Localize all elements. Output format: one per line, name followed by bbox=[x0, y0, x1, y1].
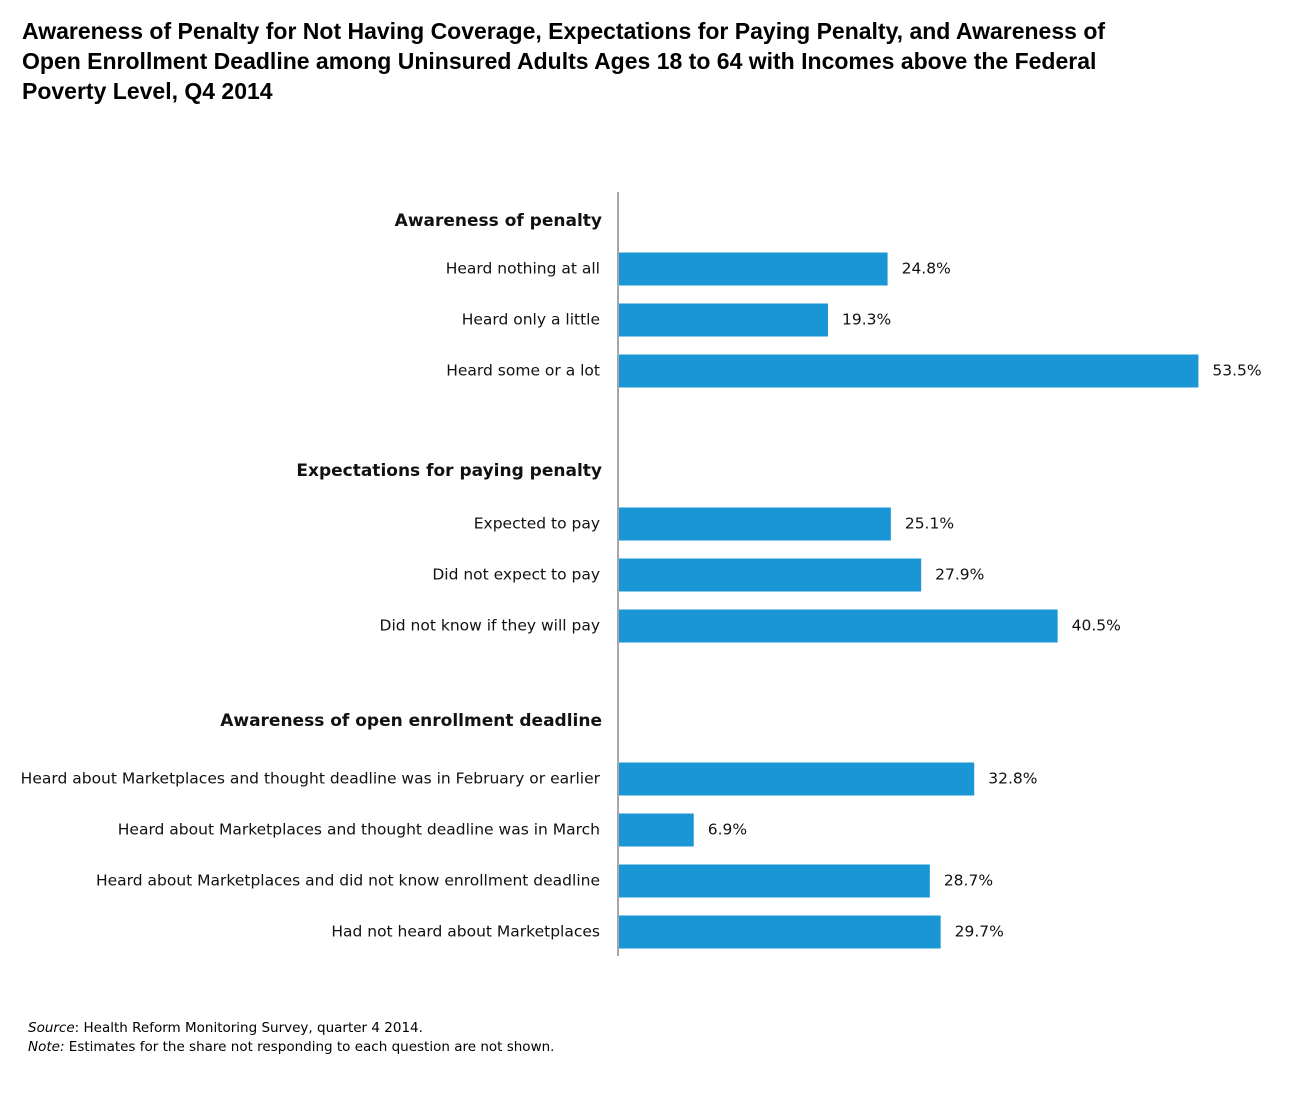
data-label: 40.5% bbox=[1072, 617, 1121, 635]
category-label: Expected to pay bbox=[474, 515, 600, 533]
bar bbox=[619, 354, 1199, 388]
source-text: : Health Reform Monitoring Survey, quart… bbox=[74, 1020, 423, 1036]
source-label: Source bbox=[28, 1020, 75, 1036]
group-heading: Awareness of open enrollment deadline bbox=[220, 711, 602, 731]
data-label: 25.1% bbox=[905, 515, 954, 533]
category-label: Heard about Marketplaces and thought dea… bbox=[118, 821, 600, 839]
chart-title: Awareness of Penalty for Not Having Cove… bbox=[22, 18, 1106, 104]
category-label: Heard about Marketplaces and thought dea… bbox=[21, 770, 601, 788]
category-label: Heard only a little bbox=[462, 311, 600, 329]
data-label: 32.8% bbox=[988, 770, 1037, 788]
group-heading: Awareness of penalty bbox=[395, 211, 602, 231]
category-label: Heard some or a lot bbox=[446, 362, 600, 380]
data-label: 19.3% bbox=[842, 311, 891, 329]
data-label: 29.7% bbox=[955, 923, 1004, 941]
bar bbox=[619, 252, 888, 286]
source-line: Source: Health Reform Monitoring Survey,… bbox=[28, 1019, 554, 1038]
bar bbox=[619, 813, 694, 847]
data-label: 27.9% bbox=[935, 566, 984, 584]
category-label: Heard about Marketplaces and did not kno… bbox=[96, 872, 600, 890]
category-label: Did not know if they will pay bbox=[380, 617, 600, 635]
data-label: 28.7% bbox=[944, 872, 993, 890]
note-label: Note: bbox=[28, 1039, 65, 1055]
bar bbox=[619, 864, 930, 898]
chart-notes: Source: Health Reform Monitoring Survey,… bbox=[28, 1019, 554, 1057]
category-label: Had not heard about Marketplaces bbox=[331, 923, 600, 941]
bar bbox=[619, 507, 891, 541]
data-label: 6.9% bbox=[708, 821, 747, 839]
bar bbox=[619, 915, 941, 949]
note-text: Estimates for the share not responding t… bbox=[64, 1039, 555, 1055]
category-label: Heard nothing at all bbox=[446, 260, 600, 278]
bar bbox=[619, 762, 975, 796]
category-label: Did not expect to pay bbox=[432, 566, 600, 584]
bar bbox=[619, 609, 1058, 643]
group-heading: Expectations for paying penalty bbox=[296, 461, 602, 481]
bar bbox=[619, 303, 829, 337]
data-label: 53.5% bbox=[1212, 362, 1261, 380]
note-line: Note: Estimates for the share not respon… bbox=[28, 1038, 554, 1057]
bar bbox=[619, 558, 922, 592]
data-label: 24.8% bbox=[902, 260, 951, 278]
